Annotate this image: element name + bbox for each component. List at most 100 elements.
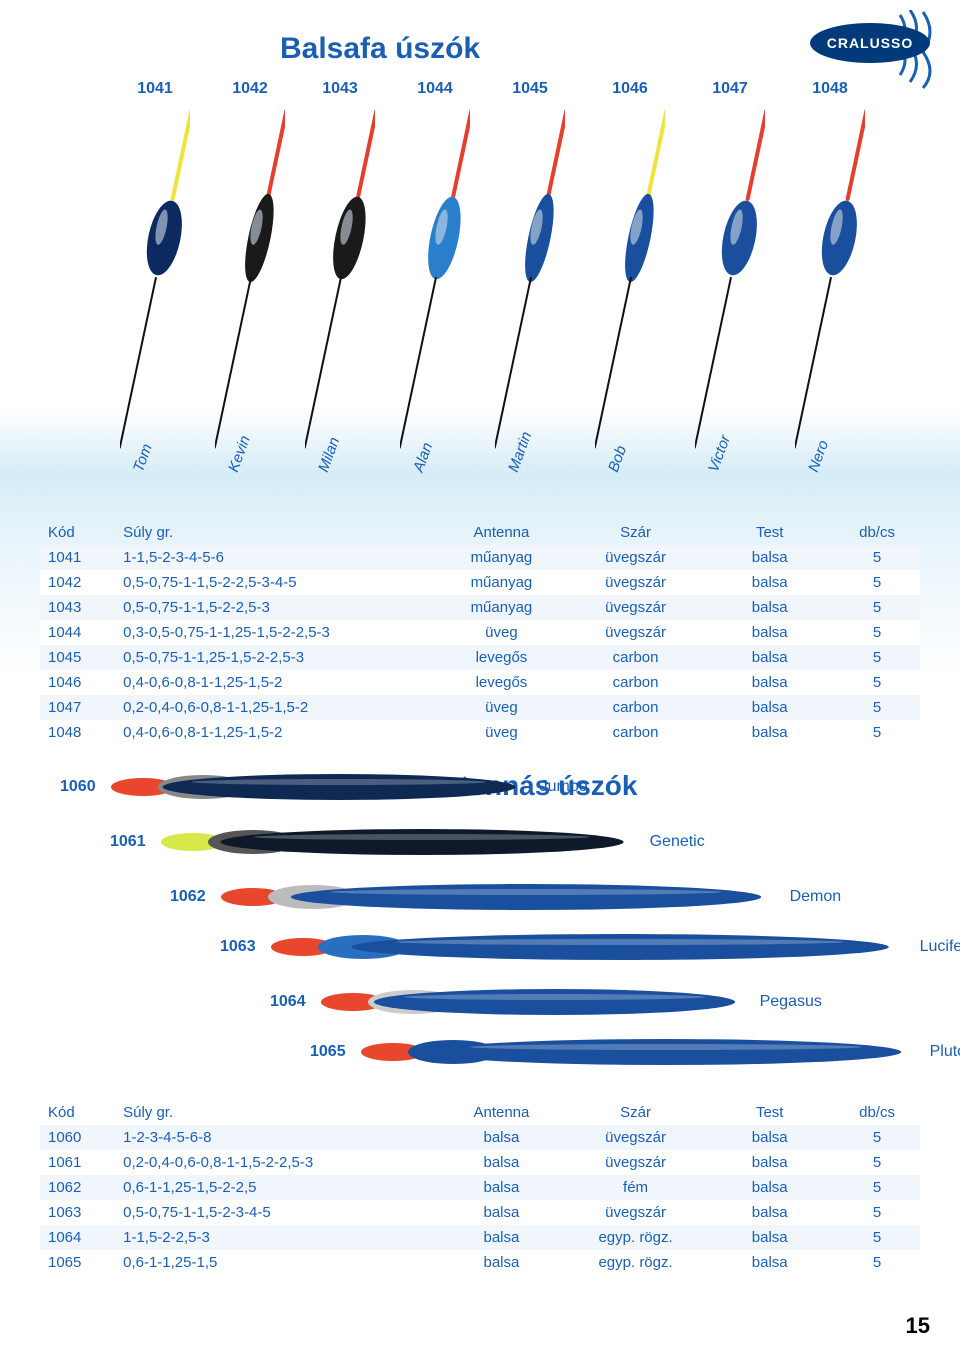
table-cell: 0,5-0,75-1-1,5-2-3-4-5 (115, 1200, 437, 1225)
table-row: 10650,6-1-1,25-1,5balsaegyp. rögz.balsa5 (40, 1250, 920, 1275)
table-cell: 0,2-0,4-0,6-0,8-1-1,5-2-2,5-3 (115, 1150, 437, 1175)
antenna-float-code: 1064 (270, 993, 306, 1011)
table-cell: balsa (705, 1200, 834, 1225)
table-row: 10610,2-0,4-0,6-0,8-1-1,5-2-2,5-3balsaüv… (40, 1150, 920, 1175)
table-row: 10411-1,5-2-3-4-5-6műanyagüvegszárbalsa5 (40, 545, 920, 570)
table-cell: üvegszár (566, 620, 706, 645)
floats-table-2: KódSúly gr.AntennaSzárTestdb/cs 10601-2-… (40, 1100, 920, 1275)
table-cell: balsa (705, 545, 834, 570)
table-cell: 5 (834, 1125, 920, 1150)
antenna-float-illustration (268, 930, 908, 964)
brand-logo: CRALUSSO (800, 15, 940, 75)
table-cell: 0,6-1-1,25-1,5-2-2,5 (115, 1175, 437, 1200)
float-illustration (595, 102, 665, 462)
antenna-float-row: 1062Demon (170, 880, 841, 914)
table-row: 10470,2-0,4-0,6-0,8-1-1,25-1,5-2üvegcarb… (40, 695, 920, 720)
table-cell: balsa (705, 620, 834, 645)
float-item: 1043Milan (305, 80, 375, 462)
table-cell: 0,4-0,6-0,8-1-1,25-1,5-2 (115, 670, 437, 695)
table-cell: balsa (705, 720, 834, 745)
table-cell: balsa (437, 1200, 566, 1225)
table-row: 10641-1,5-2-2,5-3balsaegyp. rögz.balsa5 (40, 1225, 920, 1250)
table-cell: 1-1,5-2-3-4-5-6 (115, 545, 437, 570)
table-header: Szár (566, 520, 706, 545)
antenna-float-illustration (158, 825, 638, 859)
table-cell: 1045 (40, 645, 115, 670)
table-cell: műanyag (437, 545, 566, 570)
table-cell: balsa (437, 1125, 566, 1150)
table-header: Test (705, 1100, 834, 1125)
float-illustration (215, 102, 285, 462)
table-cell: 1044 (40, 620, 115, 645)
float-illustration (695, 102, 765, 462)
antenna-float-name: Jumbo (540, 778, 588, 796)
table-cell: 1065 (40, 1250, 115, 1275)
table-cell: 0,2-0,4-0,6-0,8-1-1,25-1,5-2 (115, 695, 437, 720)
float-item: 1046Bob (595, 80, 665, 462)
table-row: 10420,5-0,75-1-1,5-2-2,5-3-4-5műanyagüve… (40, 570, 920, 595)
table-cell: balsa (437, 1250, 566, 1275)
table-cell: 1063 (40, 1200, 115, 1225)
antenna-float-illustration (108, 770, 528, 804)
table-cell: 5 (834, 570, 920, 595)
float-item: 1045Martin (495, 80, 565, 462)
table-header: Kód (40, 520, 115, 545)
table-cell: 5 (834, 645, 920, 670)
table-cell: üvegszár (566, 595, 706, 620)
table-cell: 1-2-3-4-5-6-8 (115, 1125, 437, 1150)
table-cell: balsa (705, 1150, 834, 1175)
float-code: 1044 (417, 80, 453, 98)
antenna-float-name: Lucifer (920, 938, 960, 956)
table-header: Antenna (437, 1100, 566, 1125)
table-cell: carbon (566, 720, 706, 745)
brand-name: CRALUSSO (810, 23, 930, 63)
table-header-row: KódSúly gr.AntennaSzárTestdb/cs (40, 1100, 920, 1125)
antenna-float-code: 1062 (170, 888, 206, 906)
table-cell: balsa (705, 1125, 834, 1150)
table-cell: 0,6-1-1,25-1,5 (115, 1250, 437, 1275)
float-code: 1042 (232, 80, 268, 98)
float-illustration (400, 102, 470, 462)
table-cell: 0,5-0,75-1-1,25-1,5-2-2,5-3 (115, 645, 437, 670)
table-header: Test (705, 520, 834, 545)
table-row: 10480,4-0,6-0,8-1-1,25-1,5-2üvegcarbonba… (40, 720, 920, 745)
floats-table-1: KódSúly gr.AntennaSzárTestdb/cs 10411-1,… (40, 520, 920, 745)
table-cell: 5 (834, 720, 920, 745)
float-illustration (305, 102, 375, 462)
table-row: 10630,5-0,75-1-1,5-2-3-4-5balsaüvegszárb… (40, 1200, 920, 1225)
table-cell: 0,4-0,6-0,8-1-1,25-1,5-2 (115, 720, 437, 745)
table-cell: levegős (437, 645, 566, 670)
table-cell: levegős (437, 670, 566, 695)
table-cell: műanyag (437, 570, 566, 595)
float-code: 1041 (137, 80, 173, 98)
table-row: 10620,6-1-1,25-1,5-2-2,5balsafémbalsa5 (40, 1175, 920, 1200)
table-cell: üvegszár (566, 545, 706, 570)
table-cell: 5 (834, 1250, 920, 1275)
table-cell: 1062 (40, 1175, 115, 1200)
page-number: 15 (906, 1313, 930, 1339)
table-header: Súly gr. (115, 1100, 437, 1125)
table-cell: üvegszár (566, 1150, 706, 1175)
table-cell: balsa (437, 1225, 566, 1250)
table-cell: balsa (705, 1250, 834, 1275)
table-cell: carbon (566, 695, 706, 720)
antenna-float-illustration (218, 880, 778, 914)
table-cell: üveg (437, 620, 566, 645)
antenna-float-row: 1063Lucifer (220, 930, 960, 964)
table-header: db/cs (834, 520, 920, 545)
float-code: 1043 (322, 80, 358, 98)
table-header: Kód (40, 1100, 115, 1125)
table-cell: 5 (834, 695, 920, 720)
page-title: Balsafa úszók (280, 32, 480, 66)
float-item: 1047Victor (695, 80, 765, 462)
float-code: 1047 (712, 80, 748, 98)
table-cell: balsa (705, 670, 834, 695)
floats-diagram: 1041Tom1042Kevin1043Milan1044Alan1045Mar… (80, 80, 880, 500)
table-header: db/cs (834, 1100, 920, 1125)
table-cell: 1041 (40, 545, 115, 570)
table-cell: 0,5-0,75-1-1,5-2-2,5-3 (115, 595, 437, 620)
table-cell: műanyag (437, 595, 566, 620)
table-cell: balsa (705, 695, 834, 720)
antenna-float-name: Pluto (930, 1043, 960, 1061)
table-cell: 1047 (40, 695, 115, 720)
